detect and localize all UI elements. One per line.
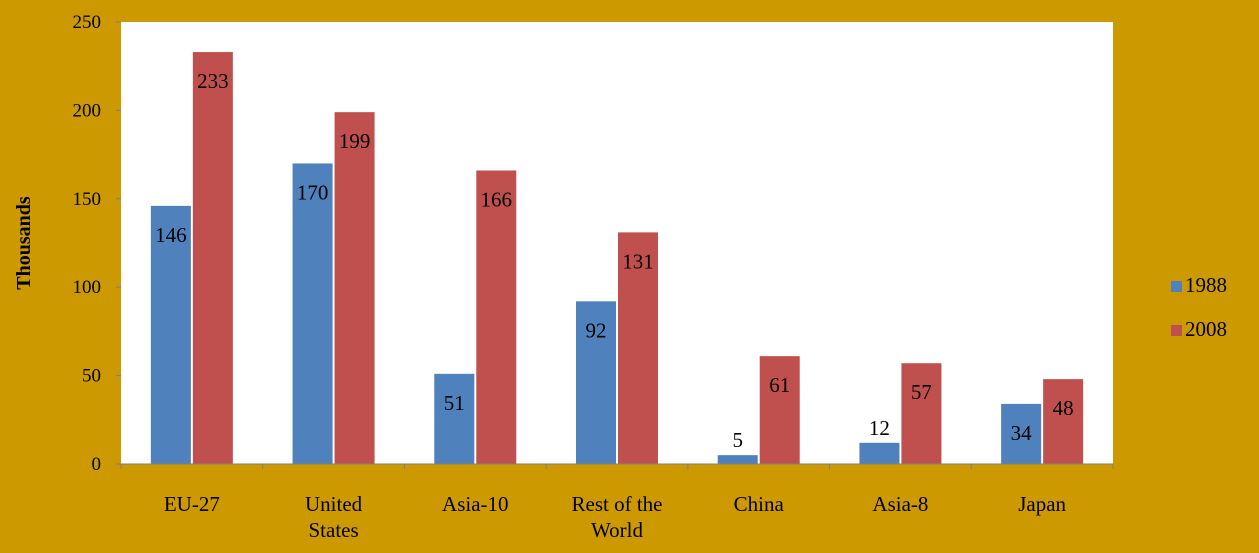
data-label-1988: 92 xyxy=(586,318,607,342)
legend-swatch-2008 xyxy=(1171,325,1182,336)
y-tick-label: 100 xyxy=(73,277,102,298)
legend: 1988 2008 xyxy=(1171,273,1227,341)
data-label-2008: 131 xyxy=(622,249,654,273)
x-tick-label: World xyxy=(591,518,643,542)
data-label-1988: 146 xyxy=(155,223,187,247)
data-label-1988: 5 xyxy=(732,428,743,452)
x-tick-label: Rest of the xyxy=(572,492,663,516)
bar-2008 xyxy=(901,363,942,464)
x-ticks xyxy=(120,464,1114,469)
x-tick-label: Asia-10 xyxy=(442,492,509,516)
data-label-1988: 170 xyxy=(297,180,329,204)
bar-2008 xyxy=(476,170,517,464)
y-tick-label: 0 xyxy=(92,454,102,475)
y-ticks: 0 50 100 150 200 250 xyxy=(73,12,121,475)
y-tick-label: 200 xyxy=(73,100,102,121)
x-tick-label: United xyxy=(305,492,363,516)
x-tick-label: EU-27 xyxy=(164,492,220,516)
legend-swatch-1988 xyxy=(1171,281,1182,292)
bar-1988 xyxy=(576,301,616,464)
legend-label-1988: 1988 xyxy=(1185,273,1227,297)
x-tick-label: Japan xyxy=(1018,492,1066,516)
bar-2008 xyxy=(334,112,375,464)
data-label-2008: 57 xyxy=(911,380,932,404)
bar-2008 xyxy=(759,356,800,464)
x-tick-label: States xyxy=(308,518,358,542)
data-label-1988: 34 xyxy=(1011,421,1033,445)
x-tick-label: China xyxy=(734,492,785,516)
data-label-2008: 166 xyxy=(481,188,513,212)
data-label-1988: 12 xyxy=(869,416,890,440)
data-labels: 146 233 170 199 51 166 92 131 5 61 12 57 34 48 xyxy=(155,69,1074,452)
data-label-2008: 61 xyxy=(769,373,790,397)
y-tick-label: 50 xyxy=(82,366,101,387)
legend-label-2008: 2008 xyxy=(1185,317,1227,341)
bars-group xyxy=(150,52,1084,464)
data-label-2008: 233 xyxy=(197,69,229,93)
y-tick-label: 150 xyxy=(73,189,102,210)
data-label-2008: 48 xyxy=(1053,396,1074,420)
x-tick-label: Asia-8 xyxy=(872,492,928,516)
bar-1988 xyxy=(717,455,758,464)
bar-1988 xyxy=(434,373,475,464)
y-tick-label: 250 xyxy=(73,12,102,33)
bar-2008 xyxy=(192,52,233,464)
data-label-2008: 199 xyxy=(339,129,371,153)
bar-1988 xyxy=(859,442,900,464)
bar-2008 xyxy=(1043,379,1084,464)
data-label-1988: 51 xyxy=(444,391,465,415)
bar-2008 xyxy=(618,232,658,464)
bar-1988 xyxy=(1001,403,1042,464)
plot-area xyxy=(121,22,1113,464)
bar-1988 xyxy=(292,163,333,464)
y-axis-title: Thousands xyxy=(13,196,35,290)
bar-1988 xyxy=(150,205,191,464)
